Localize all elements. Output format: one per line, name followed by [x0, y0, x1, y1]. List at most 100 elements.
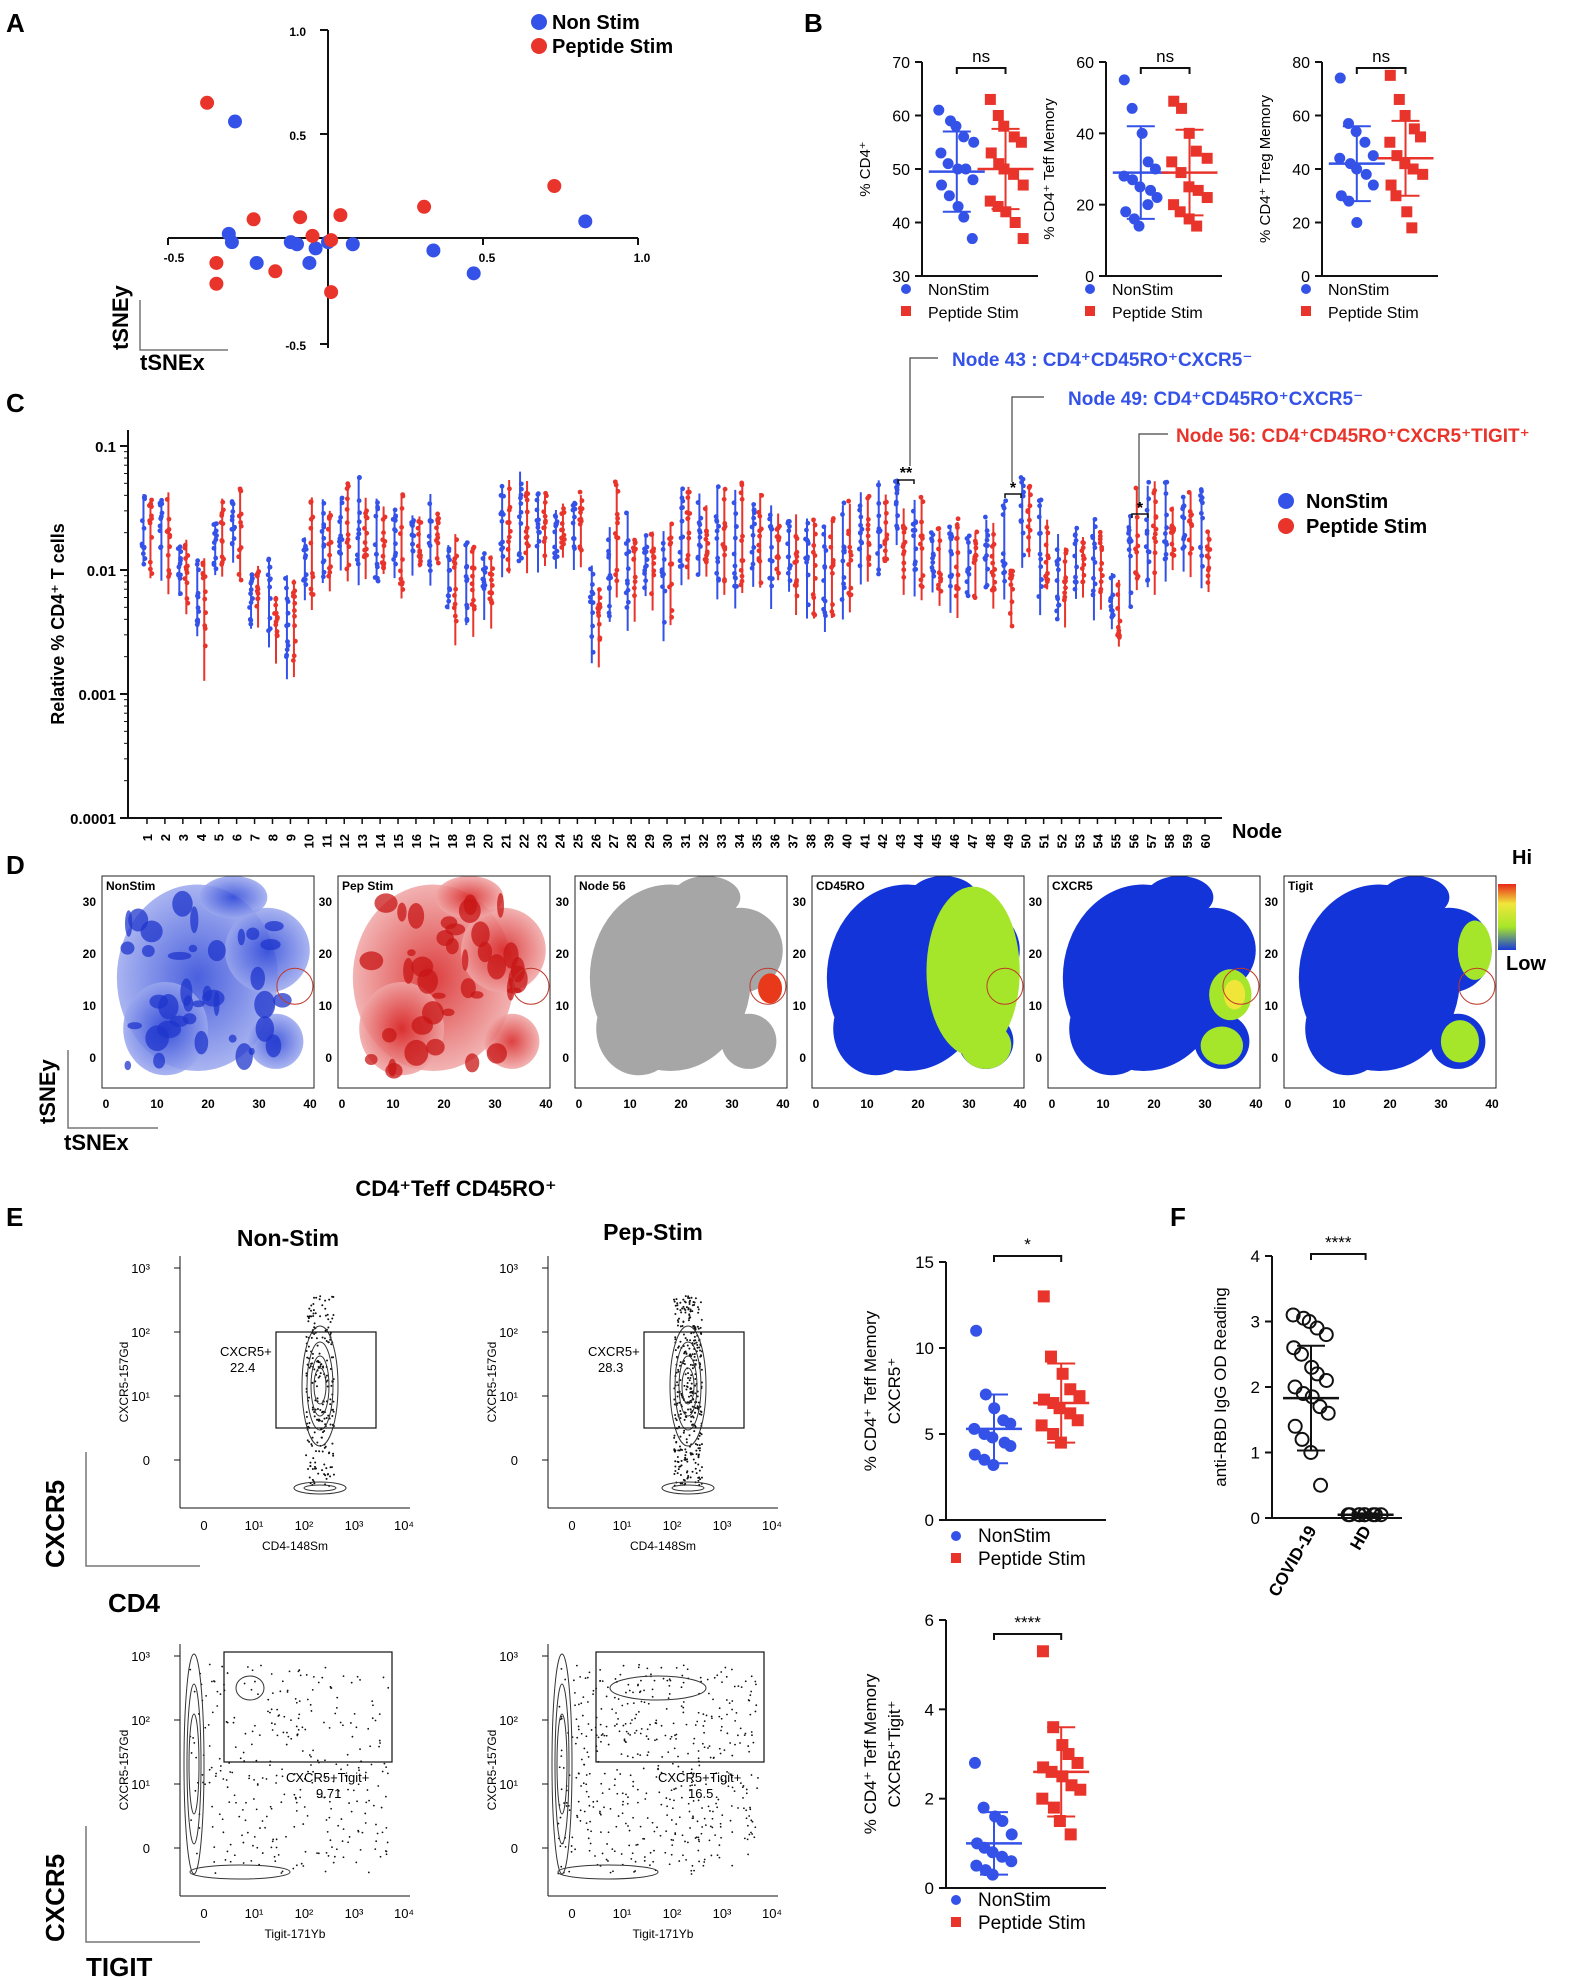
panel-letter-c: C — [6, 388, 25, 418]
event-dot — [696, 1395, 699, 1398]
data-point — [327, 552, 333, 558]
event-dot — [685, 1352, 688, 1355]
data-point — [812, 575, 818, 581]
event-dot — [310, 1336, 313, 1339]
event-dot — [698, 1764, 701, 1767]
event-dot — [632, 1702, 635, 1705]
event-dot — [250, 1860, 253, 1862]
event-dot — [633, 1732, 636, 1734]
event-dot — [694, 1406, 697, 1409]
data-point — [178, 572, 183, 578]
data-point — [426, 540, 432, 546]
event-dot — [692, 1742, 695, 1745]
event-dot — [697, 1750, 700, 1752]
event-dot — [631, 1756, 634, 1759]
density-spot — [260, 939, 281, 951]
event-dot — [295, 1701, 298, 1704]
event-dot — [592, 1806, 595, 1808]
event-dot — [213, 1680, 216, 1683]
data-point — [1163, 491, 1169, 496]
event-dot — [684, 1456, 687, 1459]
point-peptide-stim — [333, 208, 348, 223]
y-tick-label: 0 — [511, 1841, 518, 1856]
event-dot — [737, 1734, 739, 1737]
data-point — [786, 554, 792, 560]
data-point — [1190, 145, 1202, 157]
y-tick-label: 20 — [1076, 198, 1094, 215]
event-dot — [687, 1308, 690, 1311]
data-point — [464, 564, 469, 570]
data-point — [273, 596, 279, 602]
event-dot — [573, 1691, 576, 1694]
event-dot — [592, 1800, 595, 1803]
data-point — [535, 492, 541, 497]
x-tick-label: 44 — [911, 833, 926, 848]
x-tick-label: 20 — [674, 1097, 688, 1111]
event-dot — [693, 1772, 695, 1775]
event-dot — [658, 1791, 661, 1794]
event-dot — [691, 1423, 694, 1426]
data-point — [578, 509, 583, 515]
data-point — [238, 523, 244, 529]
event-dot — [233, 1794, 236, 1797]
event-dot — [671, 1762, 674, 1765]
x-tick-label: 60 — [1198, 834, 1213, 848]
x-tick-label: 20 — [911, 1097, 925, 1111]
data-point — [1045, 553, 1051, 559]
event-dot — [683, 1479, 686, 1482]
panel-letter-b: B — [804, 8, 823, 38]
data-point — [506, 567, 511, 573]
event-dot — [328, 1298, 331, 1301]
event-dot — [326, 1359, 329, 1362]
event-dot — [579, 1820, 582, 1822]
density-spot — [246, 927, 260, 940]
event-dot — [211, 1711, 214, 1714]
event-dot — [310, 1710, 313, 1712]
y-tick-label: 2 — [1251, 1378, 1260, 1397]
density-spot — [463, 894, 478, 915]
event-dot — [311, 1688, 314, 1691]
event-dot — [689, 1789, 691, 1791]
event-dot — [359, 1748, 361, 1751]
data-point — [928, 530, 934, 536]
event-dot — [193, 1690, 196, 1693]
event-dot — [620, 1753, 623, 1756]
y-tick-label: 30 — [556, 895, 570, 909]
data-point — [1010, 586, 1016, 592]
contour — [183, 1653, 205, 1875]
event-dot — [615, 1712, 617, 1714]
x-tick-label: 20 — [437, 1097, 451, 1111]
event-dot — [665, 1797, 668, 1799]
event-dot — [694, 1339, 697, 1342]
event-dot — [625, 1730, 628, 1733]
event-dot — [600, 1708, 603, 1710]
data-point — [182, 542, 188, 548]
data-point — [164, 529, 170, 534]
sig-label: **** — [1014, 1613, 1041, 1632]
event-dot — [691, 1864, 694, 1867]
event-dot — [585, 1790, 588, 1793]
data-point — [649, 548, 655, 554]
data-point — [435, 532, 440, 537]
density-spot — [153, 1052, 166, 1069]
event-dot — [320, 1436, 323, 1439]
event-dot — [586, 1828, 589, 1831]
event-dot — [558, 1705, 561, 1708]
event-dot — [647, 1738, 650, 1740]
data-point — [695, 572, 701, 577]
event-dot — [684, 1295, 687, 1298]
density-spot — [235, 1043, 253, 1070]
event-dot — [299, 1788, 302, 1791]
data-point — [552, 513, 558, 519]
event-dot — [742, 1797, 744, 1799]
event-dot — [689, 1310, 692, 1313]
event-dot — [645, 1735, 648, 1738]
event-dot — [219, 1693, 222, 1696]
event-dot — [290, 1737, 293, 1740]
event-dot — [743, 1734, 746, 1737]
event-dot — [731, 1700, 734, 1702]
data-point — [901, 549, 907, 554]
event-dot — [690, 1382, 693, 1385]
event-dot — [216, 1690, 219, 1693]
event-dot — [682, 1706, 685, 1709]
